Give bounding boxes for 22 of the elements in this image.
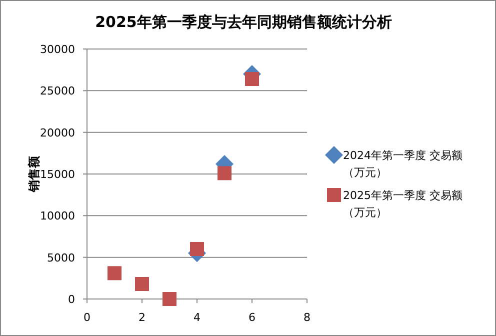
y-tick-label: 20000 <box>40 126 75 140</box>
x-tick-label: 4 <box>194 311 200 324</box>
point <box>190 242 204 256</box>
y-tick-label: 30000 <box>40 43 75 56</box>
point <box>245 72 259 86</box>
legend-label: 2024年第一季度 交易额（万元） <box>343 149 462 179</box>
y-tick-label: 10000 <box>40 210 75 223</box>
point <box>135 277 149 291</box>
point <box>162 292 176 306</box>
y-tick-label: 5000 <box>47 251 75 264</box>
y-tick-label: 25000 <box>40 84 75 98</box>
y-tick-label: 15000 <box>40 168 75 181</box>
x-tick-label: 2 <box>138 311 146 324</box>
x-tick-label: 0 <box>84 311 90 324</box>
x-tick-label: 6 <box>248 311 256 324</box>
x-tick-label: 8 <box>304 311 310 324</box>
y-axis-title: 销售额 <box>27 155 41 193</box>
point <box>108 266 122 280</box>
y-tick-label: 0 <box>68 293 75 306</box>
point <box>218 166 232 180</box>
legend-label: 2025年第一季度 交易额（万元） <box>343 189 462 219</box>
chart-title: 2025年第一季度与去年同期销售额统计分析 <box>95 13 392 31</box>
